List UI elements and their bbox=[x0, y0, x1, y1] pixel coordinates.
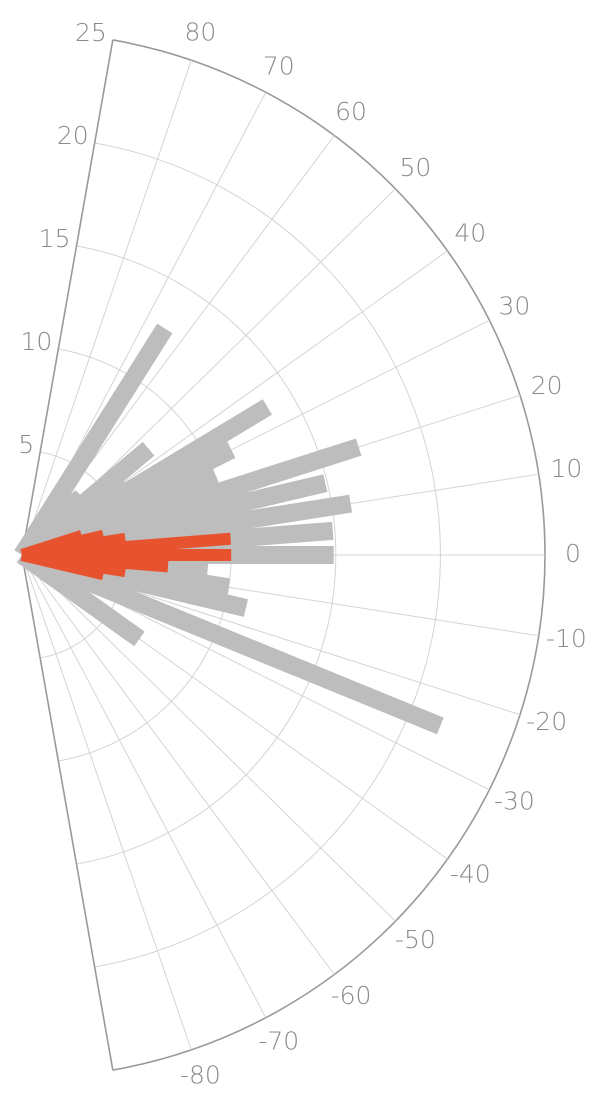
angle-tick-label: 50 bbox=[399, 153, 431, 182]
angle-tick-label: 80 bbox=[184, 18, 216, 47]
angle-tick-label: -20 bbox=[526, 707, 567, 736]
angle-tick-label: -70 bbox=[258, 1027, 299, 1056]
grid-spoke bbox=[22, 555, 395, 921]
grid-spoke bbox=[22, 555, 191, 1050]
chart: 80 70 60 50 40 30 20 10 0 -10 -20 -30 -40 -50 -60 -70 -8… bbox=[0, 0, 597, 1105]
angle-tick-label: -10 bbox=[546, 624, 587, 653]
angle-tick-label: 10 bbox=[550, 454, 582, 483]
grid-spoke bbox=[22, 555, 266, 1018]
angle-tick-label: 40 bbox=[454, 219, 486, 248]
radius-tick-label: 15 bbox=[39, 224, 71, 253]
angle-tick-label: 0 bbox=[565, 539, 581, 568]
angle-tick-label: 70 bbox=[263, 51, 295, 80]
angle-tick-label: 60 bbox=[335, 97, 367, 126]
axis-edge bbox=[22, 555, 113, 1070]
radius-tick-label: 10 bbox=[21, 327, 53, 356]
angle-tick-label: -50 bbox=[395, 925, 436, 954]
angle-tick-label: -30 bbox=[494, 786, 535, 815]
radius-tick-label: 5 bbox=[18, 430, 34, 459]
radius-tick-label: 20 bbox=[57, 121, 89, 150]
angle-tick-label: 30 bbox=[498, 292, 530, 321]
angle-tick-label: -80 bbox=[180, 1060, 221, 1089]
angle-tick-label: -60 bbox=[331, 981, 372, 1010]
angle-tick-label: -40 bbox=[450, 859, 491, 888]
angle-tick-label: 20 bbox=[531, 371, 563, 400]
radius-tick-label: 25 bbox=[75, 18, 107, 47]
